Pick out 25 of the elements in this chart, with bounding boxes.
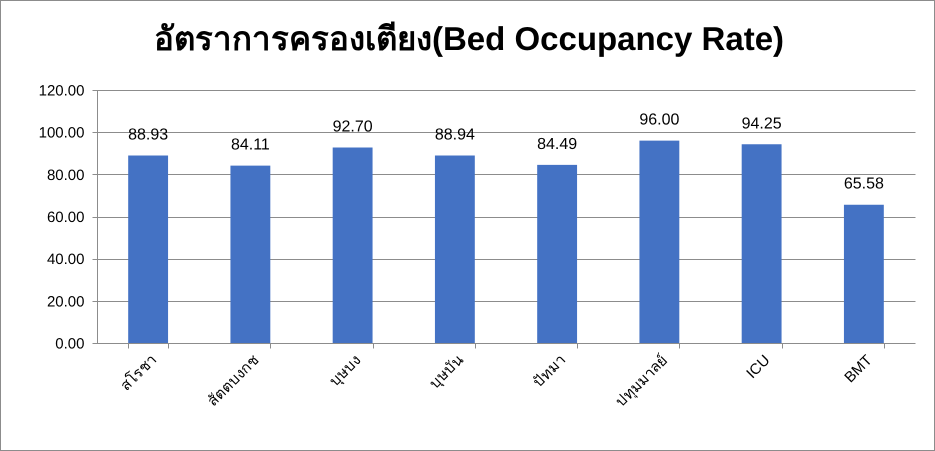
bar (537, 164, 578, 343)
data-label: 84.49 (537, 136, 578, 153)
data-label: 94.25 (742, 115, 782, 132)
y-tick-label: 40.00 (46, 251, 84, 268)
y-tick-label: 20.00 (46, 293, 84, 310)
data-label: 92.70 (332, 118, 373, 136)
y-tick-label: 80.00 (46, 166, 84, 184)
data-label: 88.93 (128, 126, 168, 144)
bar (128, 156, 168, 343)
bar (844, 204, 884, 343)
bar (230, 166, 270, 343)
data-label: 84.11 (230, 136, 270, 154)
x-tick-label: ICU (743, 352, 774, 382)
y-tick-label: 60.00 (46, 209, 84, 226)
bar (332, 148, 373, 343)
bar (742, 144, 782, 343)
data-label: 88.94 (434, 126, 475, 144)
y-tick-label: 100.00 (38, 124, 84, 142)
bar (434, 155, 475, 343)
y-tick-label: 120.00 (38, 82, 84, 100)
chart-title: อัตราการครองเตียง(Bed Occupancy Rate) (154, 20, 784, 57)
y-tick-label: 0.00 (55, 336, 84, 352)
data-label: 65.58 (844, 176, 884, 193)
data-label: 96.00 (639, 112, 680, 129)
bar (639, 140, 680, 343)
